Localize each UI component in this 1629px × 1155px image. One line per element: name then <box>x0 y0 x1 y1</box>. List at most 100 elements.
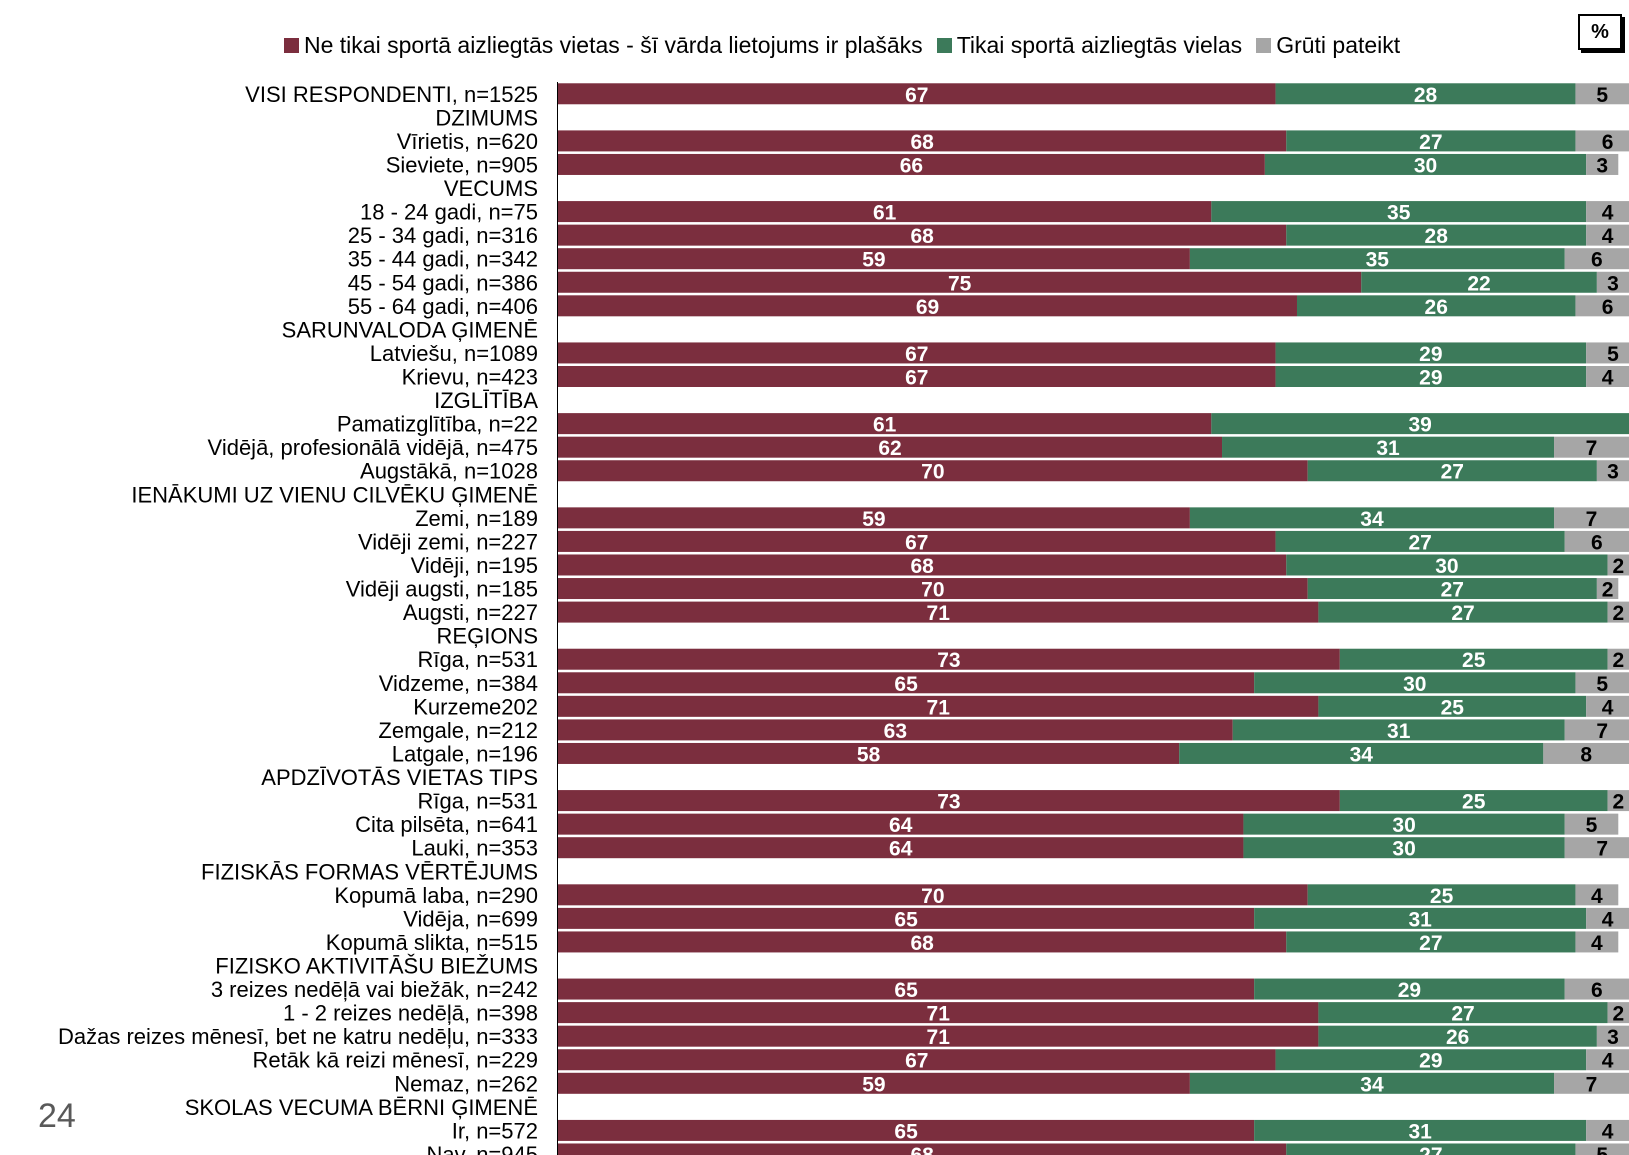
bar-segment-sport-only <box>1339 790 1608 812</box>
legend-label-sport-only: Tikai sportā aizliegtās vielas <box>956 31 1243 58</box>
data-label-hard-to-say: 6 <box>1591 249 1603 272</box>
bar-segment-broader-use <box>558 295 1297 317</box>
row-label: 1 - 2 reizes nedēļā, n=398 <box>283 1001 538 1026</box>
data-label-sport-only: 25 <box>1462 649 1486 672</box>
bar-segment-broader-use <box>558 507 1190 529</box>
group-header-label: IZGLĪTĪBA <box>434 388 538 413</box>
bar-segment-hard-to-say <box>1586 366 1629 387</box>
row-label: Lauki, n=353 <box>411 836 538 861</box>
bar-segment-broader-use <box>558 153 1265 175</box>
legend-swatch-sport-only <box>936 37 952 53</box>
data-label-sport-only: 25 <box>1430 885 1454 908</box>
row-label: Vidēja, n=699 <box>403 906 538 931</box>
bar-segment-hard-to-say <box>1575 672 1629 694</box>
bar-segment-broader-use <box>558 648 1340 670</box>
data-label-broader-use: 65 <box>894 908 918 931</box>
legend-swatch-hard-to-say <box>1256 37 1272 53</box>
bar-segment-sport-only <box>1286 130 1576 152</box>
data-label-sport-only: 29 <box>1419 343 1442 366</box>
data-label-hard-to-say: 4 <box>1602 1120 1614 1143</box>
data-label-hard-to-say: 4 <box>1602 696 1614 719</box>
data-label-hard-to-say: 6 <box>1591 979 1603 1002</box>
data-label-hard-to-say: 6 <box>1602 131 1614 154</box>
data-label-sport-only: 30 <box>1435 555 1458 578</box>
group-header-label: SKOLAS VECUMA BĒRNI ĢIMENĒ <box>185 1095 538 1120</box>
data-label-hard-to-say: 3 <box>1607 461 1619 484</box>
bar-segment-broader-use <box>558 742 1180 764</box>
bar-segment-hard-to-say <box>1596 271 1629 293</box>
group-header-label: IENĀKUMI UZ VIENU CILVĒKU ĢIMENĒ <box>131 482 538 507</box>
data-label-sport-only: 26 <box>1425 296 1448 319</box>
row-label: VISI RESPONDENTI, n=1525 <box>245 82 538 107</box>
bar-segment-broader-use <box>558 436 1223 458</box>
row-label: Latgale, n=196 <box>392 741 538 766</box>
bar-segment-broader-use <box>558 1119 1255 1141</box>
bar-segment-hard-to-say <box>1586 342 1629 364</box>
row-label: Augsti, n=227 <box>403 600 538 625</box>
data-label-broader-use: 61 <box>873 414 897 437</box>
data-label-broader-use: 59 <box>862 508 885 531</box>
bar-segment-sport-only <box>1318 1025 1597 1047</box>
legend-item-hard-to-say: Grūti pateikt <box>1256 32 1400 59</box>
data-label-hard-to-say: 3 <box>1607 272 1619 295</box>
data-label-hard-to-say: 5 <box>1596 1144 1608 1155</box>
data-label-sport-only: 29 <box>1419 367 1442 390</box>
data-label-sport-only: 28 <box>1414 84 1438 107</box>
data-label-sport-only: 27 <box>1419 1144 1442 1155</box>
bar-segment-broader-use <box>558 578 1308 600</box>
data-label-sport-only: 29 <box>1398 979 1421 1002</box>
bar-segment-broader-use <box>558 884 1308 906</box>
bar-segment-broader-use <box>558 931 1287 953</box>
bar-segment-broader-use <box>558 83 1276 105</box>
data-label-hard-to-say: 2 <box>1602 579 1614 602</box>
group-header-label: FIZISKO AKTIVITĀŠU BIEŽUMS <box>215 954 538 979</box>
bar-segment-sport-only <box>1361 271 1597 293</box>
data-label-broader-use: 67 <box>905 343 928 366</box>
bar-segment-sport-only <box>1232 719 1565 741</box>
group-header-label: APDZĪVOTĀS VIETAS TIPS <box>261 765 538 790</box>
data-label-broader-use: 67 <box>905 84 928 107</box>
bar-segment-broader-use <box>558 719 1233 741</box>
data-label-broader-use: 64 <box>889 814 913 837</box>
data-label-hard-to-say: 7 <box>1596 720 1608 743</box>
data-label-sport-only: 34 <box>1360 508 1384 531</box>
data-label-broader-use: 68 <box>910 555 934 578</box>
bar-segment-sport-only <box>1275 83 1576 105</box>
bar-segment-hard-to-say <box>1575 295 1629 317</box>
legend-label-hard-to-say: Grūti pateikt <box>1276 31 1401 58</box>
bar-segment-hard-to-say <box>1564 813 1619 835</box>
bar-segment-sport-only <box>1286 931 1576 953</box>
row-label: Krievu, n=423 <box>402 365 538 390</box>
data-label-hard-to-say: 5 <box>1596 84 1608 107</box>
bar-segment-sport-only <box>1318 1002 1608 1024</box>
bar-segment-hard-to-say <box>1554 436 1629 458</box>
bar-segment-sport-only <box>1254 672 1576 694</box>
data-label-sport-only: 31 <box>1408 908 1432 931</box>
bar-segment-broader-use <box>558 672 1255 694</box>
bar-segment-broader-use <box>558 366 1276 387</box>
data-label-broader-use: 63 <box>884 720 907 743</box>
bar-segment-broader-use <box>558 907 1255 929</box>
bar-segment-broader-use <box>558 1072 1190 1094</box>
row-label: 3 reizes nedēļā vai biežāk, n=242 <box>211 977 538 1002</box>
data-label-sport-only: 27 <box>1408 531 1431 554</box>
bar-segment-hard-to-say <box>1586 1049 1629 1071</box>
data-label-sport-only: 27 <box>1419 131 1442 154</box>
data-label-broader-use: 70 <box>921 885 944 908</box>
bar-segment-hard-to-say <box>1607 554 1629 576</box>
data-label-sport-only: 30 <box>1414 154 1437 177</box>
data-label-hard-to-say: 8 <box>1580 743 1592 766</box>
data-label-broader-use: 75 <box>948 272 972 295</box>
row-label: Vidējā, profesionālā vidējā, n=475 <box>208 435 538 460</box>
data-label-hard-to-say: 7 <box>1596 838 1608 861</box>
data-label-broader-use: 73 <box>937 649 960 672</box>
data-label-sport-only: 29 <box>1419 1050 1442 1073</box>
bar-segment-hard-to-say <box>1586 1119 1629 1141</box>
bar-segment-sport-only <box>1296 295 1576 317</box>
data-label-broader-use: 67 <box>905 1050 928 1073</box>
data-label-sport-only: 27 <box>1441 461 1464 484</box>
bar-segment-hard-to-say <box>1586 907 1629 929</box>
data-label-hard-to-say: 4 <box>1602 225 1614 248</box>
row-label: Cita pilsēta, n=641 <box>355 812 538 837</box>
bar-segment-hard-to-say <box>1575 931 1619 953</box>
